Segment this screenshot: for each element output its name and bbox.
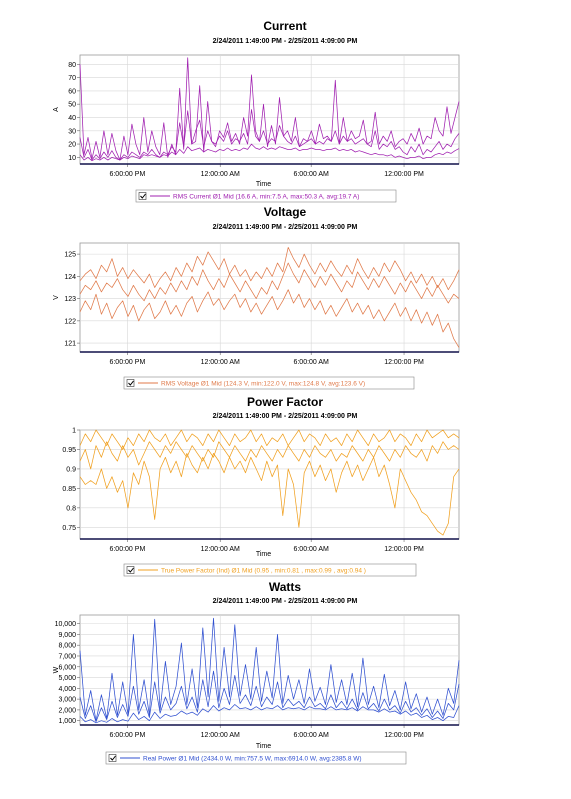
legend-text: True Power Factor (Ind) Ø1 Mid (0.95 , m… [161,568,366,575]
x-tick-label: 6:00:00 PM [109,171,145,178]
x-tick-label: 12:00:00 PM [384,359,424,366]
chart-subtitle: 2/24/2011 1:49:00 PM - 2/25/2011 4:09:00… [213,598,358,605]
y-tick-label: 3,000 [58,697,76,704]
x-tick-label: 12:00:00 PM [384,546,424,553]
chart-title: Current [263,19,306,33]
y-tick-label: 6,000 [58,664,76,671]
x-tick-label: 12:00:00 AM [201,359,240,366]
series-line-3 [79,704,460,724]
chart-subtitle: 2/24/2011 1:49:00 PM - 2/25/2011 4:09:00… [213,38,358,45]
x-tick-label: 12:00:00 AM [201,546,240,553]
y-tick-label: 70 [68,75,76,82]
x-tick-label: 6:00:00 AM [293,359,329,366]
legend-text: RMS Voltage Ø1 Mid (124.3 V, min:122.0 V… [161,381,365,388]
y-tick-label: 50 [68,102,76,109]
legend-checkbox [126,566,135,574]
y-tick-label: 0.8 [66,505,76,512]
y-tick-label: 0.95 [62,447,76,454]
check-icon [140,193,146,199]
series-line-1 [79,247,460,291]
chart-panel-3: Power Factor 2/24/2011 1:49:00 PM - 2/25/… [62,395,460,577]
x-tick-label: 6:00:00 AM [293,171,329,178]
legend: True Power Factor (Ind) Ø1 Mid (0.95 , m… [123,563,417,577]
chart-subtitle: 2/24/2011 1:49:00 PM - 2/25/2011 4:09:00… [213,224,358,231]
chart-subtitle: 2/24/2011 1:49:00 PM - 2/25/2011 4:09:00… [213,413,358,420]
y-tick-label: 1,000 [58,718,76,725]
y-tick-label: 122 [64,318,76,325]
x-axis-label: Time [256,743,271,750]
series-line-2 [79,109,460,161]
check-icon [128,380,134,386]
y-tick-label: 0.85 [62,486,76,493]
y-axis-label: W [53,666,60,673]
legend-box [123,376,415,390]
y-tick-label: 8,000 [58,643,76,650]
plot-area [79,242,460,353]
series-line-2 [79,262,460,304]
legend-box [105,751,407,765]
y-tick-label: 125 [64,252,76,259]
y-tick-label: 30 [68,128,76,135]
x-tick-label: 12:00:00 AM [201,732,240,739]
y-tick-label: 2,000 [58,707,76,714]
series-line-1 [79,57,460,161]
y-tick-label: 40 [68,115,76,122]
legend-checkbox [126,379,135,387]
y-tick-label: 10,000 [55,621,77,628]
series-line-1 [79,617,460,722]
check-icon [110,755,116,761]
chart-panel-4: Watts 2/24/2011 1:49:00 PM - 2/25/2011 4:… [53,580,460,765]
legend-checkbox [108,754,117,762]
check-icon [128,567,134,573]
y-tick-label: 1 [72,428,76,435]
y-tick-label: 60 [68,88,76,95]
plot-area [79,429,460,540]
x-axis-label: Time [256,551,271,558]
x-tick-label: 12:00:00 AM [201,171,240,178]
chart-panel-1: Current 2/24/2011 1:49:00 PM - 2/25/2011 … [53,19,460,203]
y-axis-label: A [53,107,60,112]
y-tick-label: 0.9 [66,466,76,473]
x-tick-label: 6:00:00 AM [293,732,329,739]
legend-box [135,189,397,203]
chart-panel-2: Voltage 2/24/2011 1:49:00 PM - 2/25/2011 … [53,205,460,390]
x-tick-label: 6:00:00 PM [109,359,145,366]
y-axis-label: V [53,295,60,300]
chart-title: Voltage [264,205,307,219]
legend: RMS Voltage Ø1 Mid (124.3 V, min:122.0 V… [123,376,415,390]
x-tick-label: 12:00:00 PM [384,732,424,739]
series-line-1 [79,429,460,450]
y-tick-label: 7,000 [58,653,76,660]
x-tick-label: 6:00:00 PM [109,546,145,553]
y-tick-label: 123 [64,296,76,303]
y-tick-label: 121 [64,341,76,348]
legend: Real Power Ø1 Mid (2434.0 W, min:757.5 W… [105,751,407,765]
y-tick-label: 4,000 [58,686,76,693]
legend: RMS Current Ø1 Mid (16.6 A, min:7.5 A, m… [135,189,397,203]
legend-box [123,563,417,577]
y-tick-label: 124 [64,274,76,281]
y-tick-label: 10 [68,155,76,162]
chart-title: Watts [269,580,302,594]
y-tick-label: 5,000 [58,675,76,682]
chart-title: Power Factor [247,395,323,409]
x-tick-label: 6:00:00 AM [293,546,329,553]
series-line-3 [79,143,460,162]
x-tick-label: 6:00:00 PM [109,732,145,739]
legend-text: RMS Current Ø1 Mid (16.6 A, min:7.5 A, m… [173,194,359,201]
y-tick-label: 0.75 [62,525,76,532]
x-axis-label: Time [256,181,271,188]
series-line-3 [79,289,460,348]
y-tick-label: 20 [68,142,76,149]
x-tick-label: 12:00:00 PM [384,171,424,178]
series-line-3 [79,453,460,536]
y-tick-label: 9,000 [58,632,76,639]
legend-text: Real Power Ø1 Mid (2434.0 W, min:757.5 W… [143,756,362,763]
series-line-2 [79,441,460,470]
legend-checkbox [138,192,147,200]
y-tick-label: 80 [68,62,76,69]
series-line-2 [79,670,460,723]
